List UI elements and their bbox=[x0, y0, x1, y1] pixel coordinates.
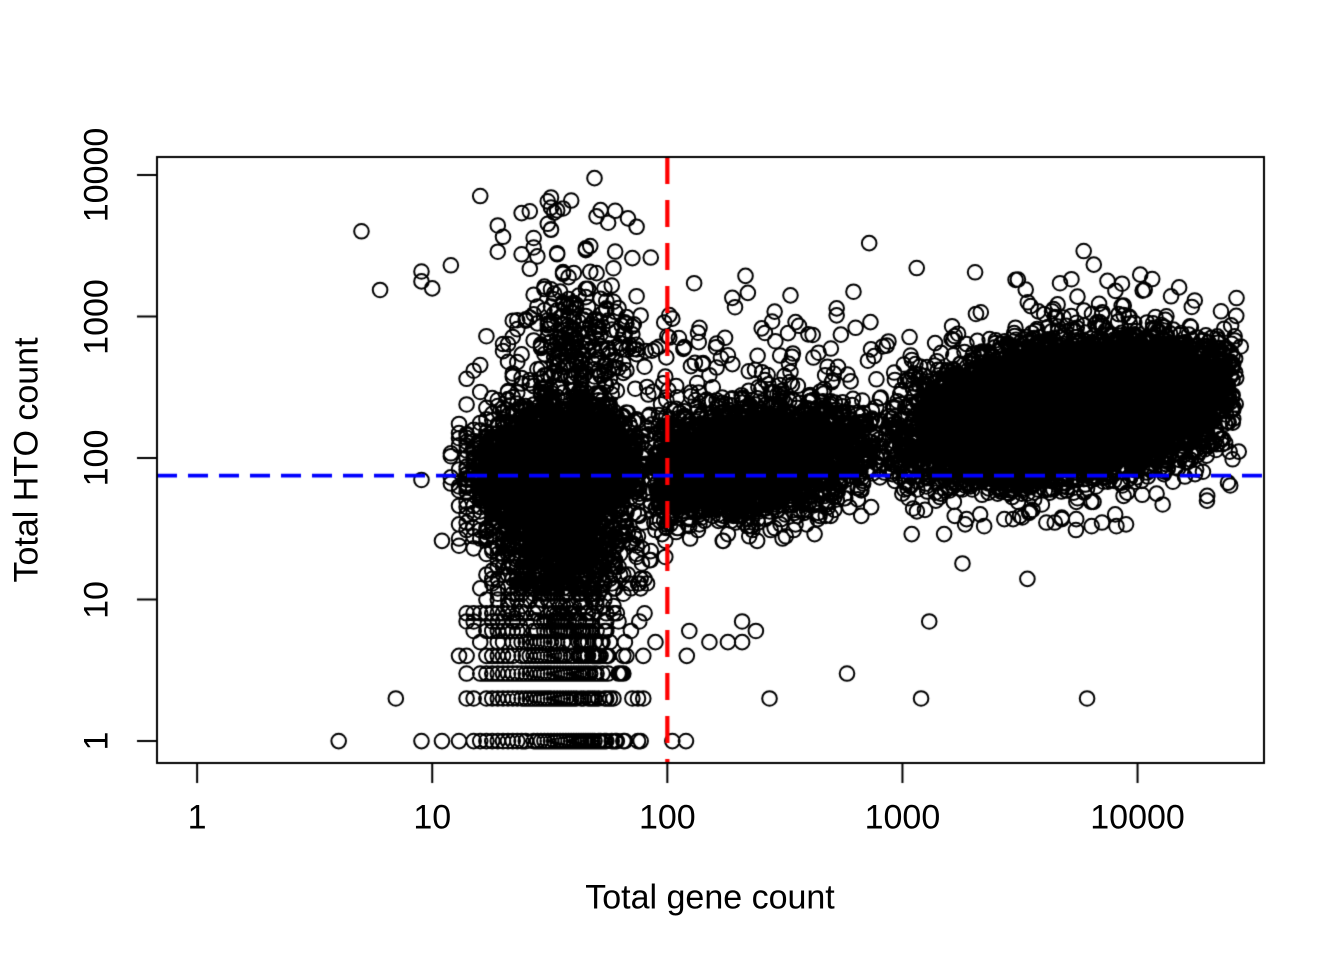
y-tick-label: 100 bbox=[77, 429, 116, 487]
y-tick-label: 10 bbox=[77, 580, 116, 619]
y-tick-label: 1000 bbox=[77, 278, 116, 355]
x-tick-label: 10000 bbox=[1090, 798, 1185, 837]
y-tick-label: 10000 bbox=[77, 127, 116, 223]
x-tick-label: 10 bbox=[413, 798, 452, 837]
y-axis-title: Total HTO count bbox=[7, 337, 46, 583]
x-tick-label: 100 bbox=[638, 798, 696, 837]
x-axis-title: Total gene count bbox=[585, 878, 835, 917]
y-tick-label: 1 bbox=[77, 731, 116, 751]
x-tick-label: 1 bbox=[187, 798, 207, 837]
x-tick-label: 1000 bbox=[864, 798, 941, 837]
